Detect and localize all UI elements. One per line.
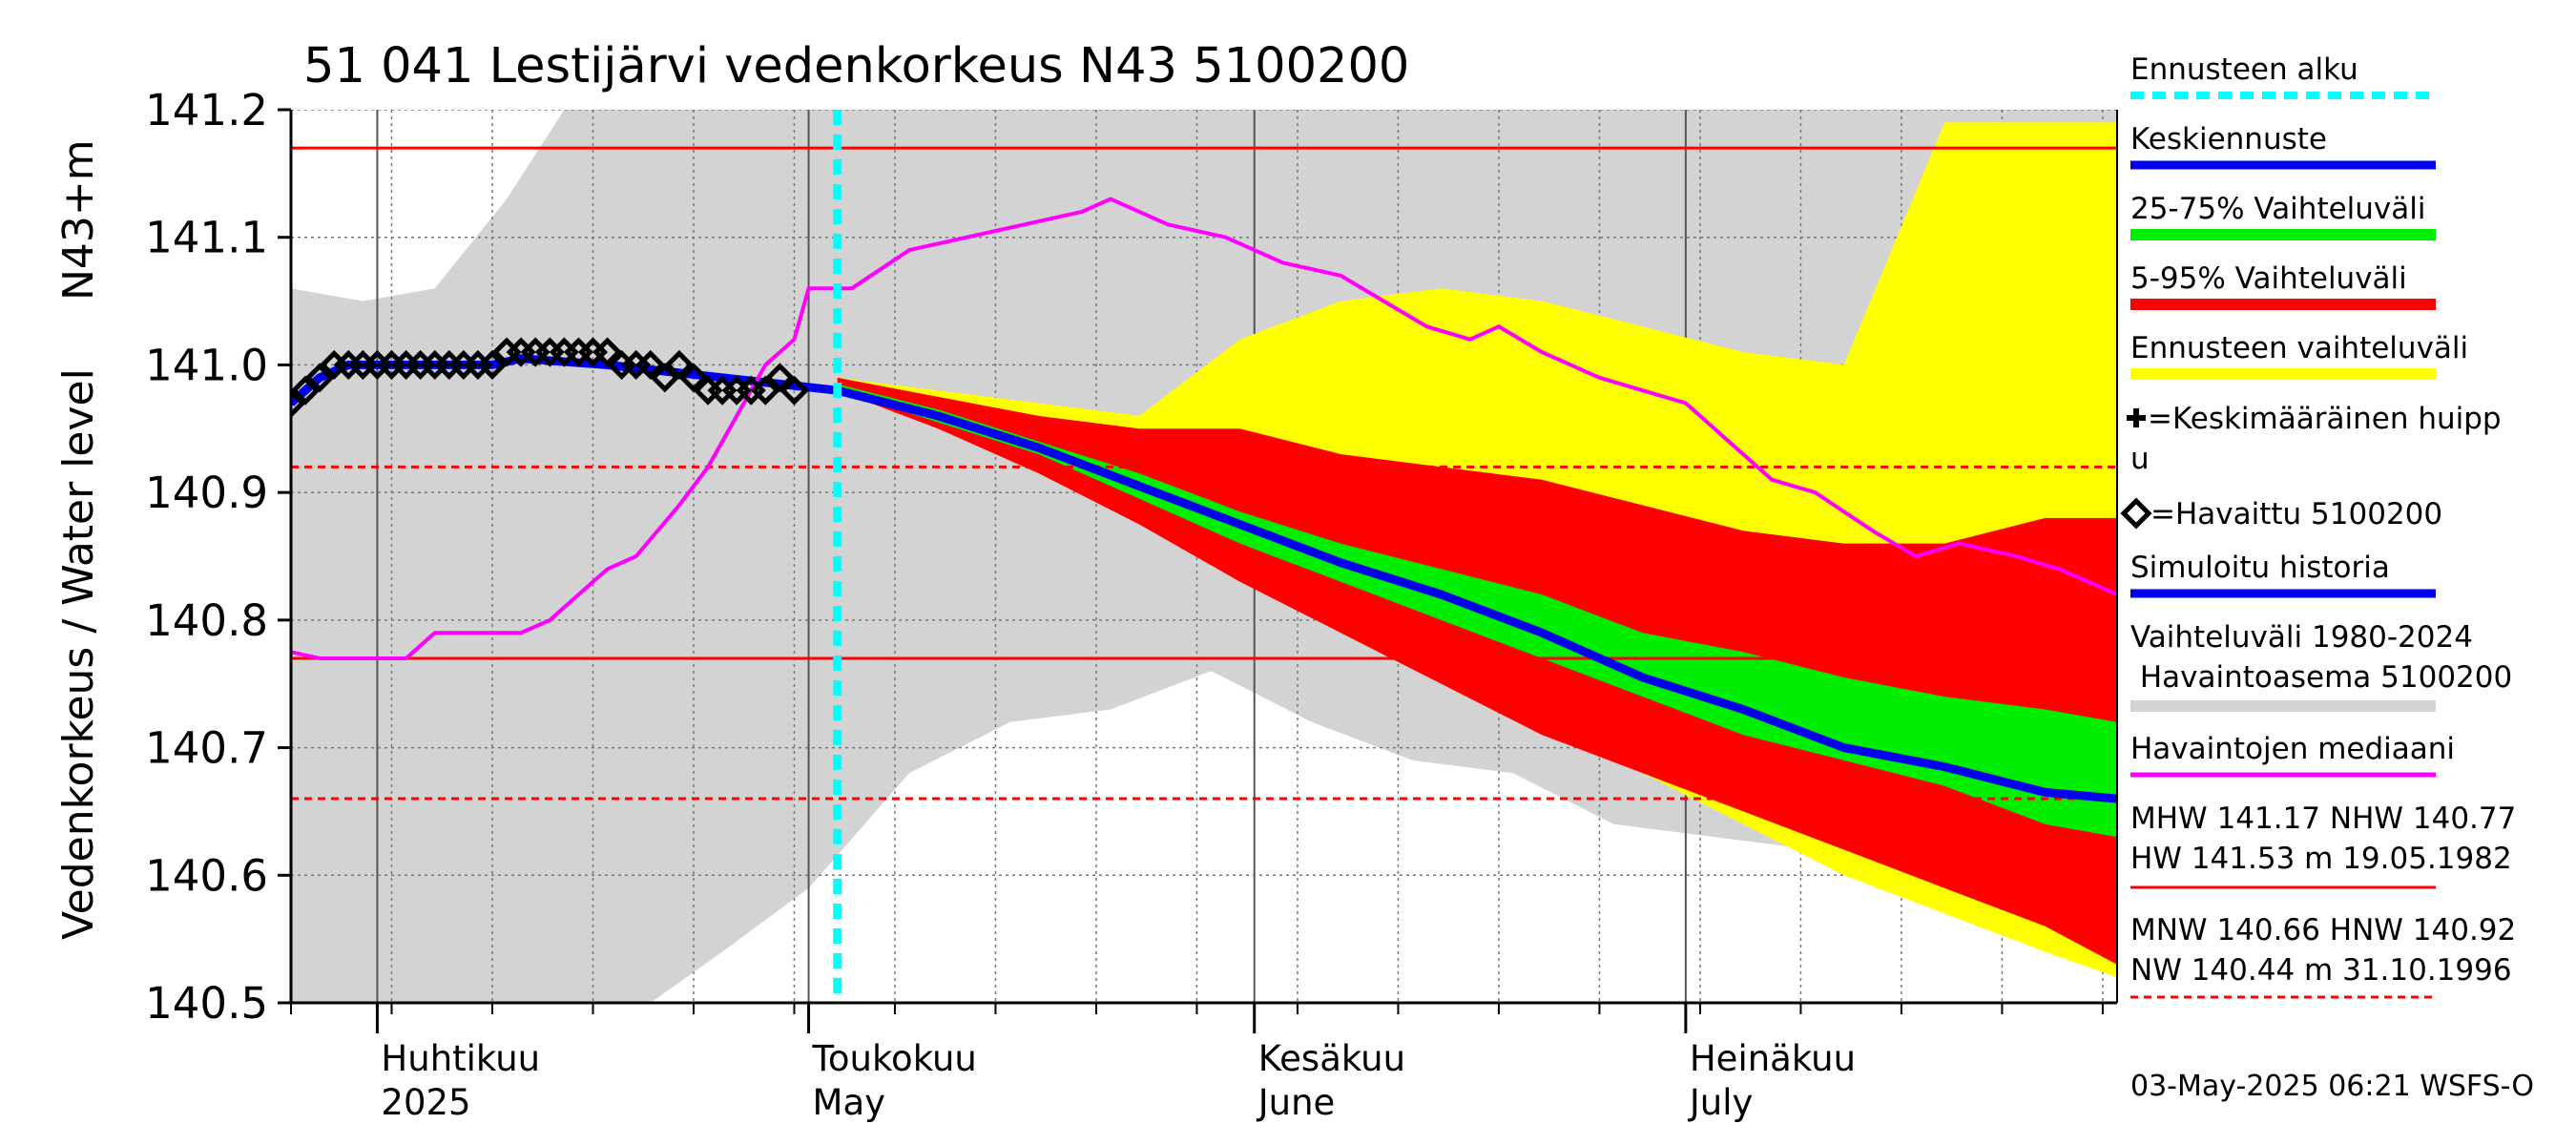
legend-label-mean-peak: =Keskimääräinen huipp	[2148, 402, 2502, 436]
month-label-en: June	[1257, 1082, 1336, 1123]
month-label-fi: Toukokuu	[812, 1038, 977, 1079]
legend-label-median: Keskiennuste	[2130, 122, 2327, 156]
legend-stats-high-1: MHW 141.17 NHW 140.77	[2130, 802, 2516, 836]
observation-median-line	[291, 197, 2117, 660]
legend-label-range-2: Havaintoasema 5100200	[2130, 660, 2512, 695]
legend-stats-low-2: NW 140.44 m 31.10.1996	[2130, 953, 2512, 988]
observed-point	[764, 363, 795, 393]
observed-point	[304, 363, 335, 393]
observed-point	[477, 349, 508, 380]
month-label-en: May	[813, 1082, 886, 1123]
p5-p95-band	[837, 377, 2117, 965]
y-axis-label: Vedenkorkeus / Water level	[54, 368, 103, 940]
y-tick-label: 140.5	[145, 978, 268, 1029]
legend-label-forecast-start: Ennusteen alku	[2130, 52, 2358, 87]
legend-label-forecast-range: Ennusteen vaihteluväli	[2130, 331, 2468, 365]
observed-diamond-icon	[2120, 497, 2152, 530]
axes	[289, 110, 2118, 1033]
y-tick-label: 141.1	[145, 213, 268, 263]
month-label-fi: Huhtikuu	[381, 1038, 540, 1079]
legend-label-obs-median: Havaintojen mediaani	[2130, 732, 2455, 766]
y-tick-label: 140.9	[145, 468, 268, 518]
legend-label-mean-peak-cont: u	[2130, 442, 2150, 476]
plot-area	[291, 110, 2117, 1003]
month-label-fi: Kesäkuu	[1258, 1038, 1405, 1079]
footer-timestamp: 03-May-2025 06:21 WSFS-O	[2130, 1070, 2534, 1103]
observed-point	[291, 375, 321, 406]
observed-markers	[291, 337, 810, 419]
legend-label-p25-p75: 25-75% Vaihteluväli	[2130, 192, 2426, 226]
observed-point	[650, 363, 680, 393]
mean-peak-plus-icon	[2127, 408, 2146, 427]
observed-point	[635, 349, 666, 380]
observed-point	[592, 337, 623, 367]
legend-stats-high-2: HW 141.53 m 19.05.1982	[2130, 842, 2512, 876]
legend-label-p5-p95: 5-95% Vaihteluväli	[2130, 261, 2407, 296]
y-tick-label: 141.2	[145, 85, 268, 135]
month-label-en: 2025	[381, 1082, 470, 1123]
y-tick-label: 141.0	[145, 340, 268, 390]
month-label-fi: Heinäkuu	[1690, 1038, 1856, 1079]
chart-title: 51 041 Lestijärvi vedenkorkeus N43 51002…	[303, 38, 1409, 94]
legend: Ennusteen alku Keskiennuste 25-75% Vaiht…	[2120, 52, 2516, 999]
observed-point	[678, 363, 709, 393]
y-tick-label: 140.7	[145, 723, 268, 774]
observed-point	[664, 349, 695, 380]
observed-point	[291, 388, 306, 419]
legend-label-simulated: Simuloitu historia	[2130, 551, 2390, 585]
observed-point	[779, 375, 810, 406]
y-tick-label: 140.6	[145, 850, 268, 901]
legend-label-observed: =Havaittu 5100200	[2150, 497, 2442, 531]
observed-point	[750, 375, 780, 406]
y-axis-unit: N43+m	[54, 139, 103, 301]
reference-lines	[291, 146, 2117, 801]
legend-stats-low-1: MNW 140.66 HNW 140.92	[2130, 913, 2516, 947]
month-label-en: July	[1688, 1082, 1754, 1123]
legend-label-range-1: Vaihteluväli 1980-2024	[2130, 620, 2473, 655]
y-tick-label: 140.8	[145, 595, 268, 646]
y-tick-labels: 140.5 140.6 140.7 140.8 140.9 141.0 141.1 141.2	[145, 85, 291, 1029]
median-forecast-line	[836, 385, 2117, 803]
